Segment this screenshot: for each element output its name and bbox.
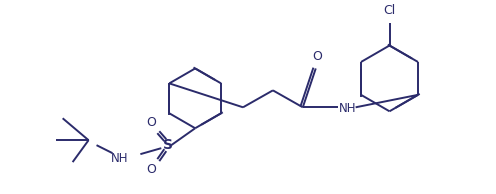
- Text: NH: NH: [111, 152, 128, 165]
- Text: S: S: [163, 138, 173, 152]
- Text: NH: NH: [339, 102, 356, 115]
- Text: O: O: [146, 163, 156, 176]
- Text: Cl: Cl: [383, 4, 396, 17]
- Text: O: O: [312, 50, 322, 63]
- Text: O: O: [146, 116, 156, 129]
